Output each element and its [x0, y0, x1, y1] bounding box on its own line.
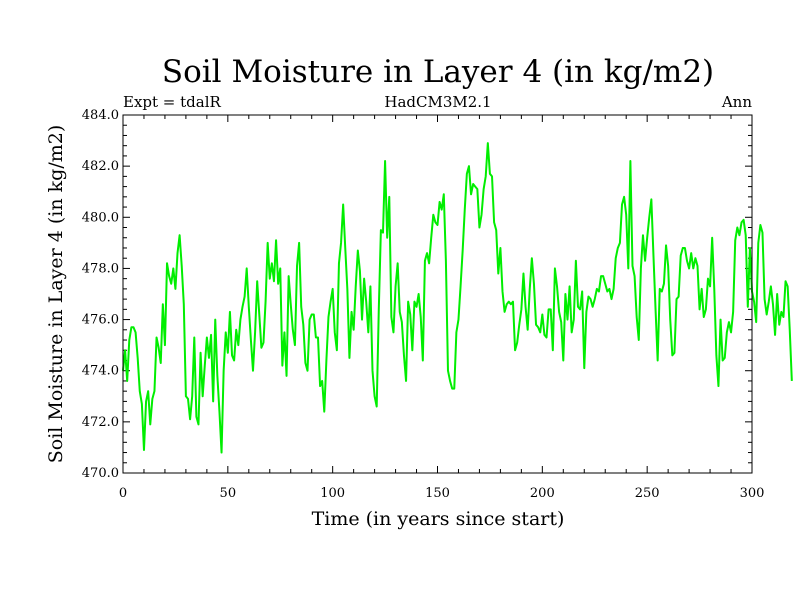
experiment-label: Expt = tdalR	[123, 93, 222, 111]
y-tick-label: 472.0	[82, 415, 119, 430]
x-axis-ticks: 0 50 100 150 200 250 300	[119, 115, 765, 501]
x-tick-label: 50	[220, 486, 237, 501]
x-tick-label: 0	[119, 486, 127, 501]
y-tick-label: 476.0	[82, 313, 119, 328]
x-tick-label: 300	[740, 486, 765, 501]
period-label: Ann	[721, 93, 752, 111]
y-tick-label: 482.0	[82, 159, 119, 174]
plot-frame	[122, 114, 753, 474]
y-tick-label: 470.0	[82, 466, 119, 481]
model-label: HadCM3M2.1	[384, 93, 491, 111]
x-tick-label: 150	[425, 486, 450, 501]
x-tick-label: 250	[635, 486, 660, 501]
y-axis-ticks: 470.0 472.0 474.0 476.0 478.0 480.0 482.0 484.0	[82, 108, 752, 481]
x-axis-label: Time (in years since start)	[312, 508, 565, 530]
y-tick-label: 484.0	[82, 108, 119, 123]
y-tick-label: 480.0	[82, 210, 119, 225]
soil-moisture-series-line	[122, 142, 793, 454]
y-tick-label: 474.0	[82, 364, 119, 379]
y-tick-label: 478.0	[82, 261, 119, 276]
x-tick-label: 200	[530, 486, 555, 501]
x-tick-label: 100	[320, 486, 345, 501]
chart-title: Soil Moisture in Layer 4 (in kg/m2)	[162, 54, 714, 90]
y-axis-label: Soil Moisture in Layer 4 (in kg/m2)	[45, 125, 67, 464]
